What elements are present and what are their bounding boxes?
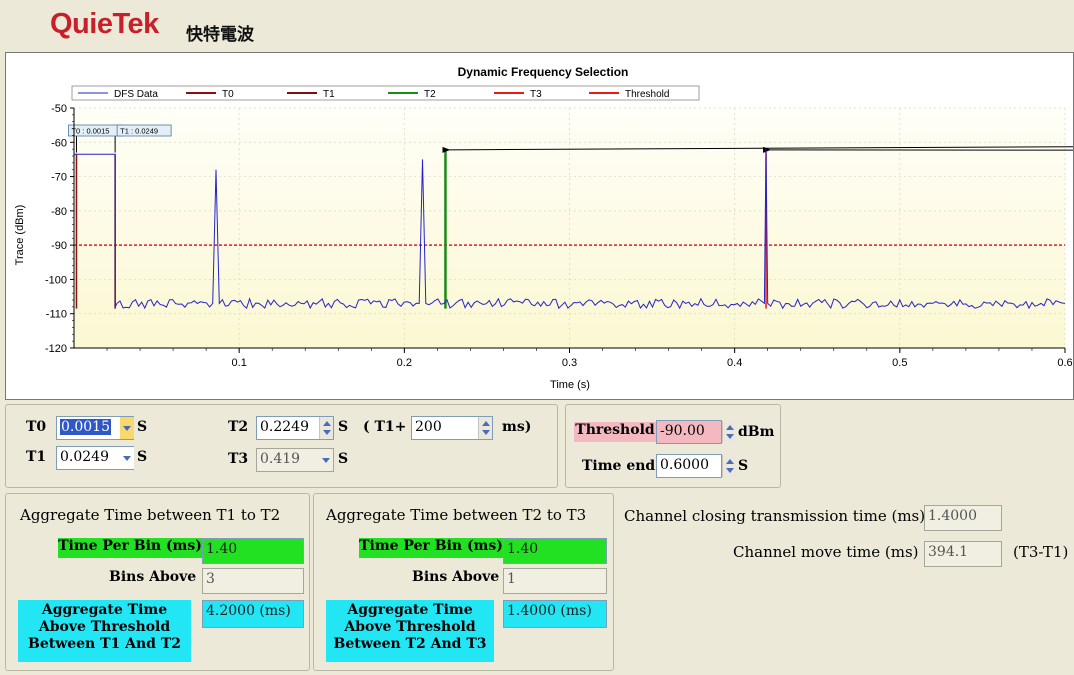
spin-down-icon (726, 468, 734, 473)
t3-dropdown-button[interactable] (319, 449, 333, 471)
y-axis-label: Trace (dBm) (14, 205, 26, 266)
chevron-down-icon (123, 426, 131, 431)
t1-plus-label: ( T1+ (363, 419, 407, 435)
time-end-input[interactable]: 0.6000 (656, 454, 722, 478)
aggregate-t1-t2-panel: Aggregate Time between T1 to T2 Time Per… (5, 493, 310, 671)
y-tick-label: -100 (45, 274, 67, 286)
spin-down-icon (482, 430, 490, 435)
threshold-spinner[interactable] (722, 421, 736, 443)
spin-down-icon (323, 430, 331, 435)
aggregate-above-threshold-field: 1.4000 (ms) (503, 600, 607, 628)
time-per-bin-label: Time Per Bin (ms) (58, 538, 202, 558)
x-tick-label: 0.2 (397, 357, 412, 369)
y-tick-label: -60 (51, 137, 67, 149)
bins-above-field: 3 (202, 568, 304, 594)
legend-label: DFS Data (114, 89, 158, 100)
t3-label: T3 (228, 451, 249, 467)
aggregate-above-threshold-label: Aggregate Time Above Threshold Between T… (18, 600, 191, 662)
dfs-chart: Dynamic Frequency Selection DFS Data T0 T1… (14, 65, 1073, 391)
t1-label-text: T1 : 0.0249 (120, 127, 158, 136)
aggregate-above-threshold-label: Aggregate Time Above Threshold Between T… (326, 600, 494, 662)
aggregate-t2-t3-title: Aggregate Time between T2 to T3 (326, 506, 587, 524)
t2-label: T2 (228, 419, 249, 435)
header-bar: QuieTek 快特電波 (0, 0, 1074, 52)
quietek-logo: QuieTek (50, 8, 159, 40)
spin-down-icon (726, 434, 734, 439)
t1-unit: S (137, 449, 148, 465)
t3-unit: S (338, 451, 349, 467)
y-tick-label: -50 (51, 103, 67, 115)
channel-results-panel: Channel closing transmission time (ms) 1… (617, 493, 1074, 671)
bins-above-field: 1 (503, 568, 607, 594)
x-tick-label: 0.4 (727, 357, 742, 369)
legend-label: Threshold (625, 89, 669, 100)
t1-plus-unit: ms) (502, 419, 532, 435)
y-tick-label: -120 (45, 343, 67, 355)
time-per-bin-field: 1.40 (503, 538, 607, 564)
threshold-input[interactable]: -90.00 (656, 420, 722, 444)
channel-closing-field: 1.4000 (924, 505, 1002, 531)
x-tick-label: 0.3 (562, 357, 577, 369)
legend-label: T3 (530, 89, 542, 100)
t1-dropdown-button[interactable] (120, 447, 134, 469)
chevron-down-icon (123, 456, 131, 461)
t1-label: T1 (26, 449, 47, 465)
legend-box (71, 85, 700, 101)
legend-label: T1 (323, 89, 335, 100)
t2-unit: S (338, 419, 349, 435)
channel-closing-label: Channel closing transmission time (ms) (624, 507, 926, 525)
spin-up-icon (726, 425, 734, 430)
t2-spinner[interactable] (319, 417, 333, 439)
aggregate-t1-t2-title: Aggregate Time between T1 to T2 (20, 506, 281, 524)
x-tick-label: 0.6 (1057, 357, 1072, 369)
x-axis-label: Time (s) (550, 379, 590, 391)
chart-legend: DFS Data T0 T1 T2 T3 Threshold (71, 85, 700, 101)
t1-label-box (116, 124, 172, 137)
t0-label: T0 (26, 419, 47, 435)
legend-label: T2 (424, 89, 436, 100)
spin-up-icon (482, 421, 490, 426)
aggregate-above-threshold-field: 4.2000 (ms) (202, 600, 304, 628)
channel-move-note: (T3-T1) (1013, 543, 1069, 561)
legend-label: T0 (222, 89, 234, 100)
time-end-unit: S (738, 458, 749, 474)
time-per-bin-field: 1.40 (202, 538, 304, 564)
time-per-bin-label: Time Per Bin (ms) (359, 538, 503, 558)
time-end-spinner[interactable] (722, 455, 736, 477)
t0-dropdown-button[interactable] (120, 417, 134, 439)
bins-above-label: Bins Above (412, 569, 500, 585)
t0-unit: S (137, 419, 148, 435)
dfs-chart-panel: Dynamic Frequency Selection DFS Data T0 T1… (5, 52, 1074, 400)
time-end-label: Time end (582, 458, 656, 474)
channel-move-field: 394.1 (924, 541, 1002, 567)
chevron-down-icon (322, 458, 330, 463)
t1-plus-spinner[interactable] (478, 417, 492, 439)
channel-move-label: Channel move time (ms) (733, 543, 919, 561)
x-tick-label: 0.5 (892, 357, 907, 369)
y-tick-label: -80 (51, 206, 67, 218)
y-tick-label: -110 (46, 309, 67, 321)
y-tick-label: -90 (51, 240, 67, 252)
time-markers-panel: T0 0.0015 S T1 0.0249 S T2 0.2249 S T3 0… (5, 404, 558, 488)
threshold-unit: dBm (738, 424, 775, 440)
spin-up-icon (323, 421, 331, 426)
aggregate-t2-t3-panel: Aggregate Time between T2 to T3 Time Per… (313, 493, 614, 671)
chart-title: Dynamic Frequency Selection (458, 65, 629, 79)
t0-label-text: T0 : 0.0015 (71, 127, 109, 136)
bins-above-label: Bins Above (109, 569, 197, 585)
dfs-data-series (74, 149, 1066, 310)
t2-arrow (442, 146, 1073, 153)
y-tick-label: -70 (51, 172, 67, 184)
x-tick-label: 0.1 (232, 357, 247, 369)
spin-up-icon (726, 459, 734, 464)
threshold-panel: Threshold -90.00 dBm Time end 0.6000 S (565, 404, 781, 488)
threshold-label: Threshold (574, 422, 656, 442)
quietek-logo-chinese: 快特電波 (186, 25, 254, 45)
